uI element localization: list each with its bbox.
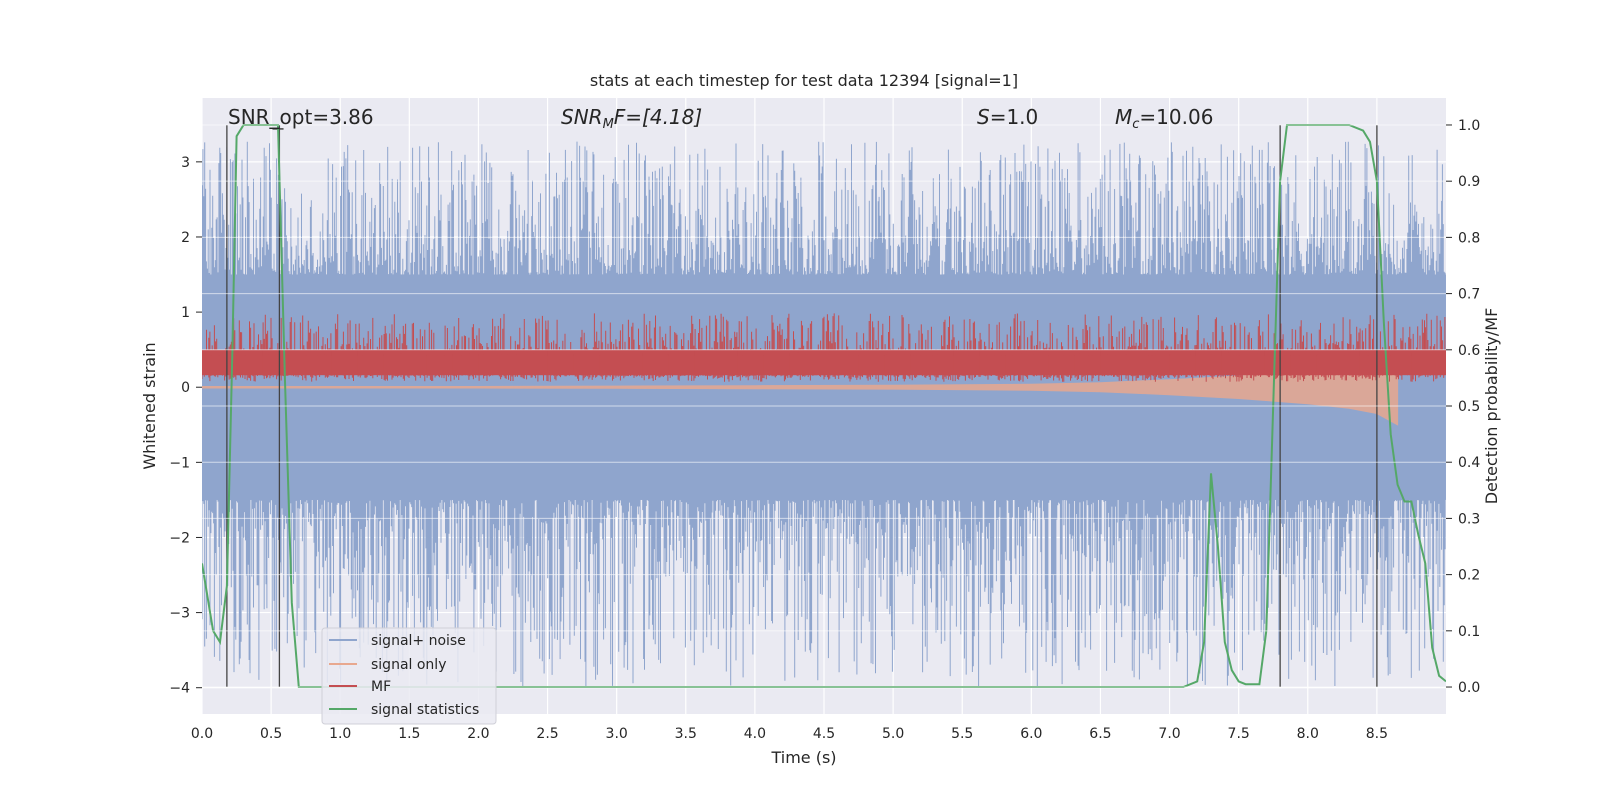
annotation-mc-sub: c — [1132, 117, 1139, 132]
x-tick-label-13: 6.5 — [1089, 726, 1111, 742]
legend-box — [321, 627, 497, 725]
y2-tick-label-2: 0.8 — [1458, 230, 1480, 246]
annotation-mc-main: M — [1115, 105, 1132, 129]
y2-tick-label-10: 0.0 — [1458, 680, 1480, 696]
y-tick-label-4: −1 — [169, 455, 190, 471]
y-tick-label-2: 1 — [181, 305, 190, 321]
grid-overlay — [202, 124, 1446, 688]
y-tick-label-7: −4 — [169, 681, 190, 697]
x-tick-label-15: 7.5 — [1228, 726, 1250, 742]
signal-only-path — [202, 348, 1399, 426]
y2-tick-label-8: 0.2 — [1458, 568, 1480, 584]
x-tick-label-3: 1.5 — [398, 726, 420, 742]
y2-tick-label-0: 1.0 — [1458, 118, 1480, 134]
x-tick-label-11: 5.5 — [951, 726, 973, 742]
x-tick-label-9: 4.5 — [813, 726, 835, 742]
legend-label-mf: MF — [371, 679, 391, 695]
y2-tick-label-1: 0.9 — [1458, 174, 1480, 190]
annotation-mc-rest: =10.06 — [1139, 105, 1213, 129]
y-axis-label: Whitened strain — [140, 342, 159, 469]
y2-axis-ticks: 1.0 0.9 0.8 0.7 0.6 0.5 0.4 0.3 0.2 0.1 0.0 — [1446, 118, 1480, 696]
x-tick-label-12: 6.0 — [1020, 726, 1042, 742]
mf-path — [202, 313, 1446, 382]
legend-label-signal-only: signal only — [371, 657, 446, 673]
annotation-mc: Mc=10.06 — [1115, 105, 1213, 132]
x-tick-label-7: 3.5 — [675, 726, 697, 742]
y2-tick-label-6: 0.4 — [1458, 455, 1480, 471]
y2-tick-label-3: 0.7 — [1458, 287, 1480, 303]
x-axis-ticks: 0.0 0.5 1.0 1.5 2.0 2.5 3.0 3.5 4.0 4.5 5.0 5.5 6.0 6… — [191, 726, 1388, 742]
chart-title: stats at each timestep for test data 123… — [590, 71, 1018, 90]
y-tick-label-5: −2 — [169, 530, 190, 546]
legend-label-signal-statistics: signal statistics — [371, 702, 479, 718]
x-tick-label-17: 8.5 — [1366, 726, 1388, 742]
annotation-snr-mf-rest: F=[4.18] — [614, 105, 702, 129]
y-tick-label-3: 0 — [181, 380, 190, 396]
annotation-snr-mf-main: SNR — [561, 105, 603, 129]
x-tick-label-6: 3.0 — [606, 726, 628, 742]
y2-axis-label: Detection probability/MF — [1482, 308, 1501, 505]
annotation-s: S=1.0 — [977, 105, 1038, 129]
x-tick-label-2: 1.0 — [329, 726, 351, 742]
annotation-s-main: S — [977, 105, 990, 129]
x-tick-label-5: 2.5 — [536, 726, 558, 742]
x-tick-label-1: 0.5 — [260, 726, 282, 742]
annotation-s-rest: =1.0 — [990, 105, 1039, 129]
annotation-snr-opt: SNR_opt=3.86 — [228, 105, 374, 129]
x-tick-label-16: 8.0 — [1297, 726, 1319, 742]
annotation-snr-mf-sub: M — [603, 117, 614, 132]
y-tick-label-6: −3 — [169, 606, 190, 622]
x-tick-label-10: 5.0 — [882, 726, 904, 742]
y-axis-ticks: 3 2 1 0 −1 −2 −3 −4 — [169, 155, 202, 697]
series-signal-only — [202, 348, 1399, 426]
y2-tick-label-7: 0.3 — [1458, 511, 1480, 527]
x-tick-label-4: 2.0 — [467, 726, 489, 742]
y2-tick-label-4: 0.6 — [1458, 343, 1480, 359]
y2-tick-label-9: 0.1 — [1458, 624, 1480, 640]
legend-label-signal-noise: signal+ noise — [371, 633, 466, 649]
series-mf — [202, 313, 1446, 382]
y2-tick-label-5: 0.5 — [1458, 399, 1480, 415]
annotation-snr-mf: SNRMF=[4.18] — [561, 105, 702, 132]
y-tick-label-1: 2 — [181, 230, 190, 246]
x-axis-label: Time (s) — [770, 748, 836, 767]
x-tick-label-8: 4.0 — [744, 726, 766, 742]
x-tick-label-0: 0.0 — [191, 726, 213, 742]
x-tick-label-14: 7.0 — [1158, 726, 1180, 742]
legend: signal+ noise signal only MF signal stat… — [321, 627, 497, 725]
y-tick-label-0: 3 — [181, 155, 190, 171]
